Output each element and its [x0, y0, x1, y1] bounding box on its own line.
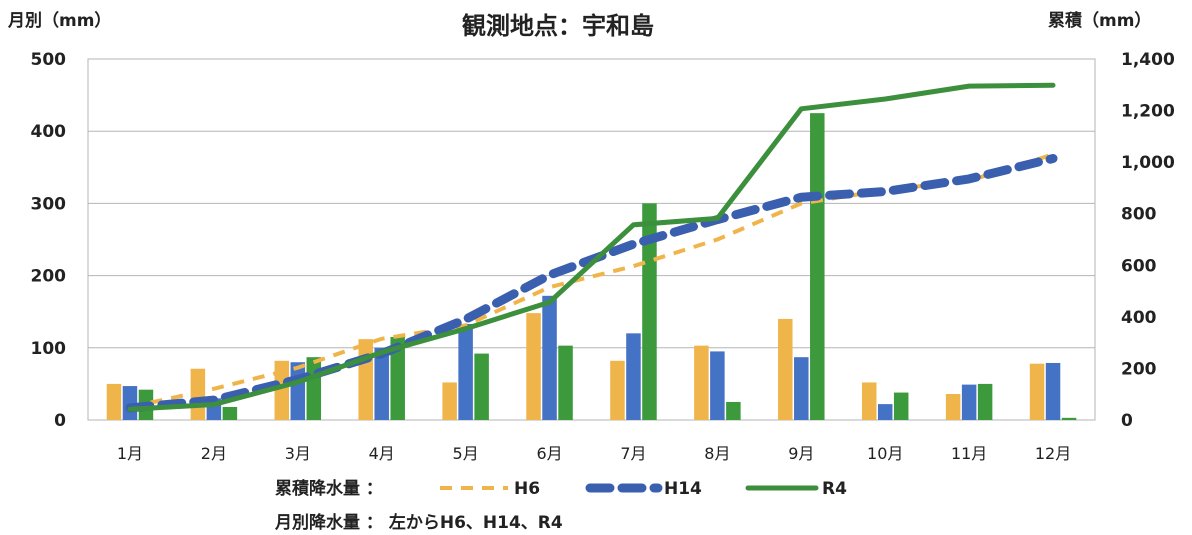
chart-title: 観測地点：宇和島: [462, 12, 654, 40]
legend-items: H6 H14 R4: [440, 479, 847, 499]
bar-h14-10: [877, 404, 893, 420]
y-axis-left-label: 月別（mm）: [7, 10, 111, 31]
y-left-tick-label: 400: [31, 122, 67, 142]
bar-h6-6: [526, 313, 541, 420]
y-right-tick-label: 400: [1121, 308, 1157, 328]
legend-label-h6: H6: [514, 479, 540, 499]
y-right-tick-label: 1,000: [1121, 153, 1175, 173]
bar-h14-7: [626, 333, 641, 420]
y-axis-left-ticks: 0 100 200 300 400 500: [31, 50, 67, 431]
legend-cumulative-label: 累積降水量 ：: [275, 478, 383, 499]
y-right-tick-label: 1,400: [1121, 50, 1175, 70]
bar-h14-9: [794, 357, 809, 420]
cumulative-lines: [125, 82, 1058, 413]
bar-h6-11: [945, 394, 961, 420]
bar-h6-9: [778, 318, 793, 420]
bar-h6-5: [442, 382, 457, 420]
bar-h6-8: [694, 345, 709, 420]
x-tick-label: 9月: [788, 444, 814, 463]
y-right-tick-label: 600: [1121, 256, 1157, 276]
x-tick-label: 4月: [369, 444, 395, 463]
x-tick-label: 12月: [1035, 444, 1071, 463]
plot-frame: [87, 58, 1096, 421]
x-tick-label: 5月: [453, 444, 479, 463]
y-left-tick-label: 200: [31, 267, 67, 287]
y-right-tick-label: 0: [1121, 411, 1133, 431]
bar-r4-5: [474, 353, 489, 420]
bar-h14-11: [961, 384, 977, 420]
bar-r4-2: [222, 407, 238, 420]
monthly-bars: [106, 113, 1077, 421]
cumulative-line-h14: [125, 154, 1058, 413]
y-right-tick-label: 1,200: [1121, 102, 1175, 122]
cumulative-line-h6: [129, 152, 1054, 410]
gridlines: [87, 58, 1096, 421]
bar-h6-3: [274, 360, 290, 420]
bar-r4-8: [726, 401, 741, 420]
x-tick-label: 2月: [201, 444, 227, 463]
bar-r4-3: [306, 357, 322, 420]
bar-r4-6: [558, 345, 573, 420]
bar-h6-4: [358, 339, 373, 420]
x-tick-label: 6月: [536, 444, 562, 463]
bar-r4-9: [810, 113, 825, 421]
y-right-tick-label: 200: [1121, 359, 1157, 379]
y-left-tick-label: 500: [31, 50, 67, 70]
x-tick-label: 7月: [620, 444, 646, 463]
x-tick-label: 10月: [867, 444, 903, 463]
bar-h6-1: [106, 383, 122, 420]
bar-h14-6: [542, 295, 557, 420]
bar-h6-12: [1029, 363, 1045, 420]
y-axis-right-label: 累積（mm）: [1048, 10, 1151, 31]
x-axis-ticks: 1月 2月 3月 4月 5月 6月 7月 8月 9月 10月 11月 12月: [117, 444, 1071, 463]
bar-r4-11: [977, 383, 993, 420]
y-axis-right-ticks: 0 200 400 600 800 1,000 1,200 1,400: [1121, 50, 1175, 431]
bar-r4-12: [1061, 417, 1077, 420]
legend-label-h14: H14: [664, 479, 702, 499]
x-tick-label: 3月: [285, 444, 311, 463]
bar-r4-10: [893, 392, 909, 420]
bar-h6-10: [861, 382, 877, 420]
x-tick-label: 8月: [704, 444, 730, 463]
bar-h14-4: [374, 347, 389, 420]
bar-h14-8: [710, 351, 725, 420]
legend: 累積降水量 ： H6 H14 R4 月別降水量 ： 左からH6、H14、R4: [274, 478, 847, 533]
bar-h6-7: [610, 360, 625, 420]
legend-label-r4: R4: [822, 479, 847, 499]
y-left-tick-label: 300: [31, 194, 67, 214]
y-left-tick-label: 100: [31, 339, 67, 359]
y-right-tick-label: 800: [1121, 205, 1157, 225]
x-tick-label: 1月: [117, 444, 143, 463]
bar-r4-4: [390, 336, 405, 420]
y-left-tick-label: 0: [54, 411, 66, 431]
cumulative-line-r4: [127, 82, 1056, 412]
legend-monthly-label: 月別降水量 ： 左からH6、H14、R4: [274, 512, 563, 533]
bar-r4-7: [642, 203, 657, 420]
bar-h14-5: [458, 323, 473, 420]
x-tick-label: 11月: [951, 444, 987, 463]
bar-h14-12: [1045, 362, 1061, 420]
bar-h14-3: [290, 362, 306, 420]
